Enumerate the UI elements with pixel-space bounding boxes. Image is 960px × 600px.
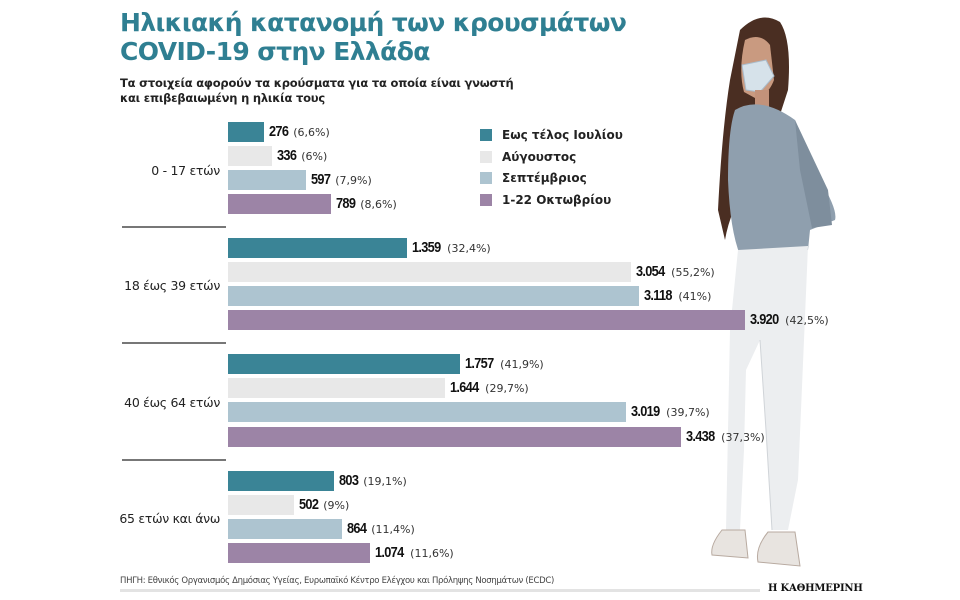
chart-subtitle: Τα στοιχεία αφορούν τα κρούσματα για τα … [120, 76, 580, 106]
bar-value-label: 803 (19,1%) [339, 472, 407, 489]
subtitle-line-1: Τα στοιχεία αφορούν τα κρούσματα για τα … [120, 76, 514, 90]
bar-0-17-august [228, 146, 272, 166]
legend-swatch [480, 129, 492, 141]
source-note: ΠΗΓΗ: Εθνικός Οργανισμός Δημόσιας Υγείας… [120, 576, 554, 586]
bar-65plus-september [228, 519, 342, 539]
age-group-label: 18 έως 39 ετών [124, 278, 220, 293]
bar-value-label: 1.074 (11,6%) [375, 544, 454, 561]
bar-0-17-september [228, 170, 306, 190]
bar-40-64-october [228, 427, 681, 447]
bar-65plus-august [228, 495, 294, 515]
bar-value-label: 3.920 (42,5%) [750, 311, 829, 328]
bar-65plus-july [228, 471, 334, 491]
bar-40-64-august [228, 378, 445, 398]
bar-value-label: 3.019 (39,7%) [631, 403, 710, 420]
group-divider [122, 459, 226, 461]
bar-value-label: 597 (7,9%) [311, 171, 372, 188]
bar-40-64-september [228, 402, 626, 422]
bar-18-39-october [228, 310, 745, 330]
bar-value-label: 1.644 (29,7%) [450, 379, 529, 396]
age-group-label: 65 ετών και άνω [119, 511, 220, 526]
footer-rule [120, 589, 760, 592]
bar-18-39-august [228, 262, 631, 282]
legend-label: Αύγουστος [502, 149, 577, 164]
age-group-label: 0 - 17 ετών [151, 163, 220, 178]
bar-value-label: 276 (6,6%) [269, 123, 330, 140]
masked-woman-illustration [711, 17, 836, 567]
bar-value-label: 3.054 (55,2%) [636, 263, 715, 280]
bar-value-label: 1.757 (41,9%) [465, 355, 544, 372]
bar-value-label: 789 (8,6%) [336, 195, 397, 212]
bar-0-17-october [228, 194, 331, 214]
legend-label: Σεπτέμβριος [502, 171, 587, 185]
bar-40-64-july [228, 354, 460, 374]
legend-label: Εως τέλος Ιουλίου [502, 128, 623, 142]
bar-0-17-july [228, 122, 264, 142]
bar-18-39-september [228, 286, 639, 306]
publisher-brand: Η ΚΑΘΗΜΕΡΙΝΗ [768, 583, 863, 594]
legend-label: 1-22 Οκτωβρίου [502, 192, 612, 207]
legend-swatch [480, 172, 492, 184]
group-divider [122, 226, 226, 228]
bar-value-label: 3.438 (37,3%) [686, 428, 765, 445]
bar-value-label: 864 (11,4%) [347, 520, 415, 537]
bar-value-label: 336 (6%) [277, 147, 328, 164]
legend-swatch [480, 193, 492, 206]
group-divider [122, 342, 226, 344]
subtitle-line-2: και επιβεβαιωμένη η ηλικία τους [120, 91, 325, 105]
legend-swatch [480, 150, 492, 163]
age-group-label: 40 έως 64 ετών [124, 395, 220, 410]
bar-65plus-october [228, 543, 370, 563]
bar-value-label: 3.118 (41%) [644, 287, 712, 304]
bar-value-label: 502 (9%) [299, 496, 350, 513]
bar-18-39-july [228, 238, 407, 258]
bar-value-label: 1.359 (32,4%) [412, 239, 491, 256]
chart-title: Ηλικιακή κατανομή των κρουσμάτων COVID-1… [120, 8, 627, 66]
